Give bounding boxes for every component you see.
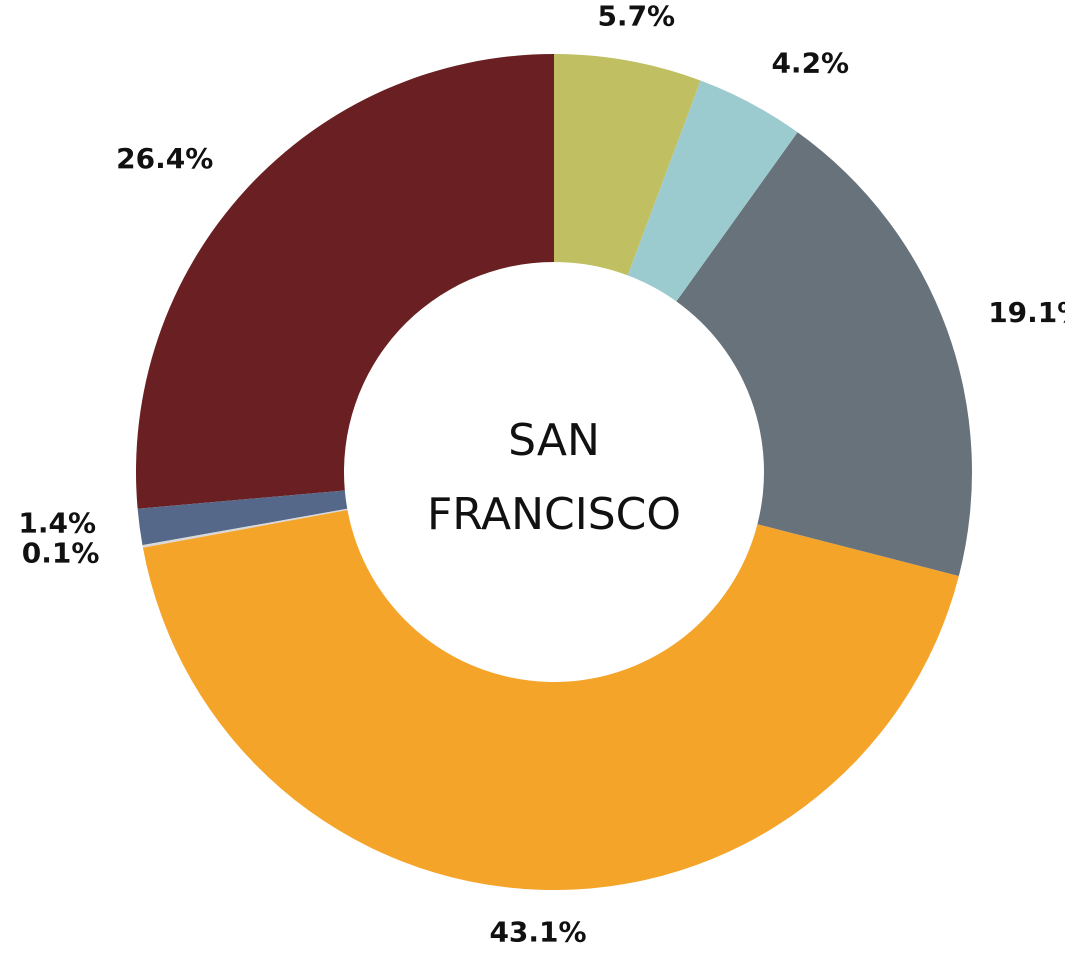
donut-segment bbox=[137, 490, 348, 546]
donut-segment bbox=[142, 510, 959, 890]
center-label: FRANCISCO bbox=[427, 489, 681, 540]
data-label: 4.2% bbox=[771, 46, 849, 79]
donut-segment bbox=[676, 132, 972, 576]
donut-segment bbox=[627, 80, 798, 302]
data-label: 26.4% bbox=[116, 142, 213, 175]
data-label: 5.7% bbox=[597, 0, 675, 32]
center-label: SAN bbox=[508, 415, 600, 466]
data-label: 1.4% bbox=[18, 506, 96, 539]
donut-segment bbox=[136, 54, 554, 509]
donut-segment bbox=[142, 508, 348, 548]
data-label: 0.1% bbox=[22, 536, 100, 569]
data-label: 19.1% bbox=[988, 296, 1065, 329]
data-label: 43.1% bbox=[489, 916, 586, 949]
donut-segment bbox=[554, 54, 701, 276]
